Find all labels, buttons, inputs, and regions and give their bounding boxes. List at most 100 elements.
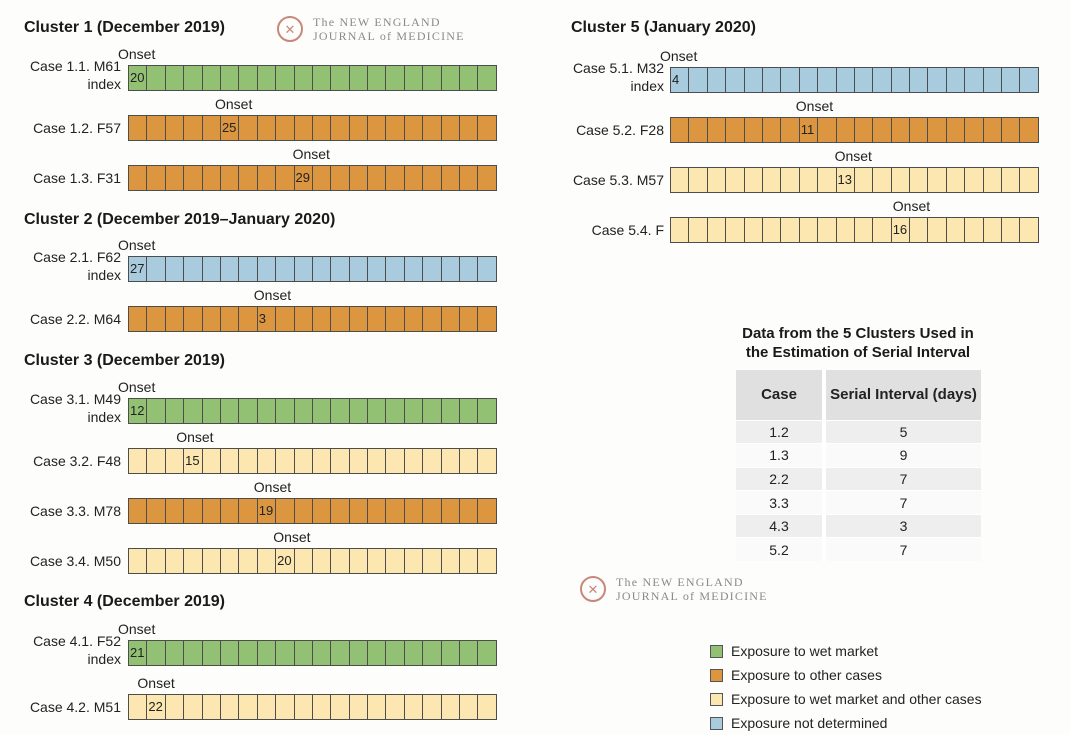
logo-line1: The NEW ENGLAND: [313, 15, 441, 29]
day-cell: [459, 448, 479, 474]
day-cell: [293, 306, 313, 332]
day-cell: [743, 217, 763, 243]
case-name: Case 4.2. M51: [29, 699, 121, 715]
day-cell: [872, 217, 892, 243]
case-label: Case 4.1. F52 index: [0, 632, 121, 668]
day-cell: [725, 117, 745, 143]
onset-label: Onset: [892, 198, 931, 214]
day-cell: [311, 398, 332, 424]
day-cell: [909, 67, 929, 93]
day-cell: [238, 165, 258, 191]
day-cell: [385, 548, 405, 574]
day-cell: [927, 67, 947, 93]
day-cell: [670, 117, 690, 143]
onset-day-cell: 22: [146, 694, 166, 720]
serial-interval-table: Case Serial Interval (days) 1.2 5 1.3 9 2.2 7…: [736, 370, 981, 562]
case-timeline-bar: 4: [670, 67, 1039, 93]
day-cell: [311, 548, 332, 574]
case-timeline-bar: 25: [128, 115, 497, 141]
day-cell: [477, 65, 497, 91]
day-cell: [385, 640, 405, 666]
day-cell: [725, 67, 745, 93]
day-cell: [201, 548, 221, 574]
case-label: Case 3.2. F48: [0, 452, 121, 470]
day-cell: [422, 640, 442, 666]
day-cell: [348, 398, 369, 424]
day-cell: [348, 694, 369, 720]
day-cell: [403, 256, 424, 282]
day-cell: [422, 498, 442, 524]
day-cell: [440, 115, 461, 141]
onset-day-cell: 21: [128, 640, 148, 666]
day-cell: [201, 398, 221, 424]
day-cell: [385, 498, 405, 524]
day-cell: [982, 117, 1003, 143]
day-cell: [403, 115, 424, 141]
day-cell: [330, 398, 350, 424]
day-cell: [256, 115, 277, 141]
day-cell: [146, 498, 166, 524]
day-cell: [275, 498, 295, 524]
day-cell: [311, 306, 332, 332]
day-cell: [422, 65, 442, 91]
case-name: Case 3.2. F48: [33, 453, 121, 469]
day-cell: [183, 115, 203, 141]
day-cell: [688, 217, 708, 243]
table-row: 5.2 7: [736, 537, 981, 562]
day-cell: [128, 115, 148, 141]
day-cell: [183, 256, 203, 282]
onset-label: Onset: [253, 479, 292, 495]
case-index-label: index: [87, 76, 121, 92]
day-cell: [385, 115, 405, 141]
legend-label: Exposure not determined: [731, 715, 888, 731]
table-body: 1.2 5 1.3 9 2.2 7 3.3 7 4.3 3 5.2 7: [736, 419, 981, 562]
day-cell: [945, 117, 966, 143]
onset-day-cell: 13: [835, 167, 855, 193]
table-row: 2.2 7: [736, 466, 981, 491]
day-cell: [403, 398, 424, 424]
onset-day-cell: 20: [275, 548, 295, 574]
table-cell-case: 1.2: [736, 419, 826, 444]
day-cell: [293, 115, 313, 141]
day-cell: [909, 117, 929, 143]
day-cell: [422, 448, 442, 474]
day-cell: [780, 167, 800, 193]
case-name: Case 5.1. M32: [572, 60, 664, 76]
case-timeline-bar: 20: [128, 548, 497, 574]
day-cell: [853, 117, 874, 143]
legend-item: Exposure to other cases: [710, 663, 982, 687]
day-cell: [330, 548, 350, 574]
day-cell: [183, 398, 203, 424]
legend-label: Exposure to wet market and other cases: [731, 691, 982, 707]
case-label: Case 1.1. M61 index: [0, 57, 121, 93]
day-cell: [964, 217, 984, 243]
day-cell: [982, 167, 1003, 193]
case-timeline-bar: 3: [128, 306, 497, 332]
day-cell: [164, 398, 185, 424]
day-cell: [348, 306, 369, 332]
day-cell: [275, 398, 295, 424]
day-cell: [367, 640, 387, 666]
day-cell: [164, 65, 185, 91]
day-cell: [348, 640, 369, 666]
day-cell: [238, 448, 258, 474]
day-cell: [238, 65, 258, 91]
day-cell: [440, 694, 461, 720]
onset-label: Onset: [273, 529, 311, 545]
day-cell: [835, 217, 855, 243]
cluster-title: Cluster 1 (December 2019): [24, 19, 225, 36]
day-cell: [201, 640, 221, 666]
day-cell: [219, 398, 240, 424]
onset-label: Onset: [118, 379, 156, 395]
day-cell: [256, 640, 277, 666]
day-cell: [817, 167, 837, 193]
day-cell: [385, 256, 405, 282]
day-cell: [311, 694, 332, 720]
day-cell: [780, 117, 800, 143]
case-label: Case 2.1. F62 index: [0, 248, 121, 284]
day-cell: [146, 448, 166, 474]
case-label: Case 5.2. F28: [524, 121, 664, 139]
onset-day-cell: 3: [256, 306, 277, 332]
day-cell: [293, 398, 313, 424]
day-cell: [890, 67, 911, 93]
